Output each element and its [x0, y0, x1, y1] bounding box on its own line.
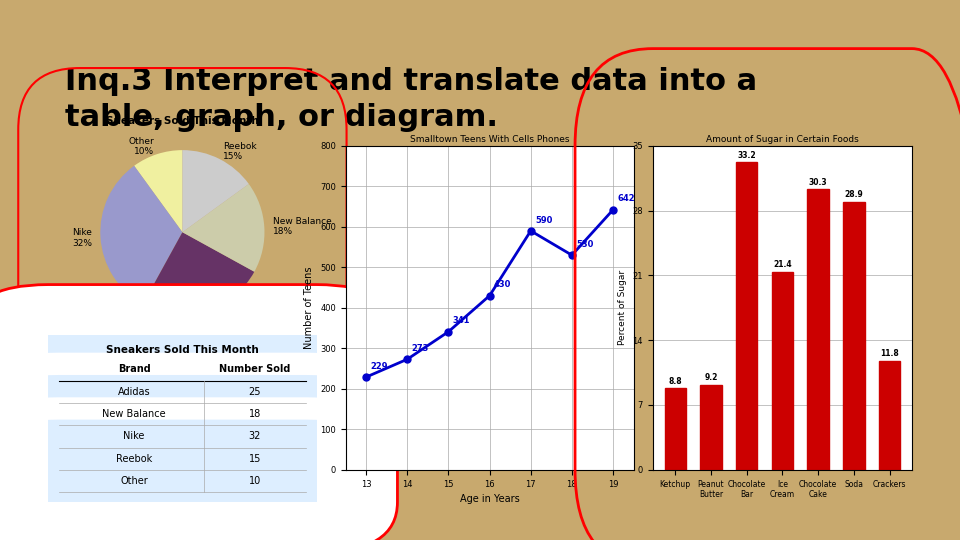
Text: 15: 15	[249, 454, 261, 464]
Text: 341: 341	[452, 316, 470, 326]
Bar	[700, 384, 722, 470]
Title: Amount of Sugar in Certain Foods: Amount of Sugar in Certain Foods	[706, 134, 859, 144]
Bar	[664, 388, 686, 470]
Text: 32: 32	[249, 431, 261, 441]
Title: Sneakers Sold This Month: Sneakers Sold This Month	[106, 116, 259, 126]
FancyBboxPatch shape	[0, 330, 387, 453]
Text: Reebok: Reebok	[116, 454, 152, 464]
Text: Reebok
15%: Reebok 15%	[224, 142, 257, 161]
Text: 21.4: 21.4	[773, 260, 792, 269]
Text: 28.9: 28.9	[845, 191, 863, 199]
Text: New Balance: New Balance	[102, 409, 166, 419]
Text: Adidas
25%: Adidas 25%	[207, 309, 238, 329]
Text: 33.2: 33.2	[737, 151, 756, 160]
Text: 273: 273	[412, 344, 429, 353]
Text: 642: 642	[617, 194, 635, 204]
Wedge shape	[101, 166, 182, 304]
Text: 590: 590	[535, 215, 552, 225]
FancyBboxPatch shape	[0, 353, 387, 475]
Wedge shape	[182, 184, 264, 272]
X-axis label: Age in Years: Age in Years	[460, 494, 519, 504]
Text: 9.2: 9.2	[705, 373, 718, 382]
Text: 430: 430	[493, 280, 511, 289]
Y-axis label: Percent of Sugar: Percent of Sugar	[618, 270, 627, 346]
Text: 10: 10	[249, 476, 261, 486]
Wedge shape	[134, 150, 182, 232]
Text: 8.8: 8.8	[668, 376, 683, 386]
Text: Inq.3 Interpret and translate data into a
table, graph, or diagram.: Inq.3 Interpret and translate data into …	[65, 67, 757, 132]
Text: Other
10%: Other 10%	[129, 137, 155, 156]
Bar	[807, 190, 828, 470]
Bar	[843, 202, 865, 470]
Text: 530: 530	[576, 240, 593, 249]
Text: Sneakers Sold This Month: Sneakers Sold This Month	[106, 345, 259, 355]
Text: 229: 229	[371, 362, 388, 371]
Bar	[736, 163, 757, 470]
Bar	[772, 272, 793, 470]
FancyBboxPatch shape	[0, 375, 387, 498]
FancyBboxPatch shape	[0, 308, 387, 431]
Text: 30.3: 30.3	[808, 178, 828, 186]
Wedge shape	[182, 150, 249, 232]
Title: Smalltown Teens With Cells Phones: Smalltown Teens With Cells Phones	[410, 134, 569, 144]
Text: Nike: Nike	[123, 431, 145, 441]
Y-axis label: Number of Teens: Number of Teens	[304, 267, 315, 349]
Wedge shape	[143, 232, 254, 314]
Text: 11.8: 11.8	[880, 349, 899, 358]
FancyBboxPatch shape	[0, 285, 397, 540]
Text: Brand: Brand	[118, 364, 151, 374]
Text: 18: 18	[249, 409, 261, 419]
Text: New Balance
18%: New Balance 18%	[273, 217, 331, 236]
Text: Nike
32%: Nike 32%	[72, 228, 92, 247]
Bar	[878, 361, 900, 470]
FancyBboxPatch shape	[0, 420, 387, 540]
Text: Adidas: Adidas	[118, 387, 151, 397]
Text: Other: Other	[120, 476, 148, 486]
Text: Number Sold: Number Sold	[219, 364, 291, 374]
Text: 25: 25	[249, 387, 261, 397]
FancyBboxPatch shape	[0, 397, 387, 520]
